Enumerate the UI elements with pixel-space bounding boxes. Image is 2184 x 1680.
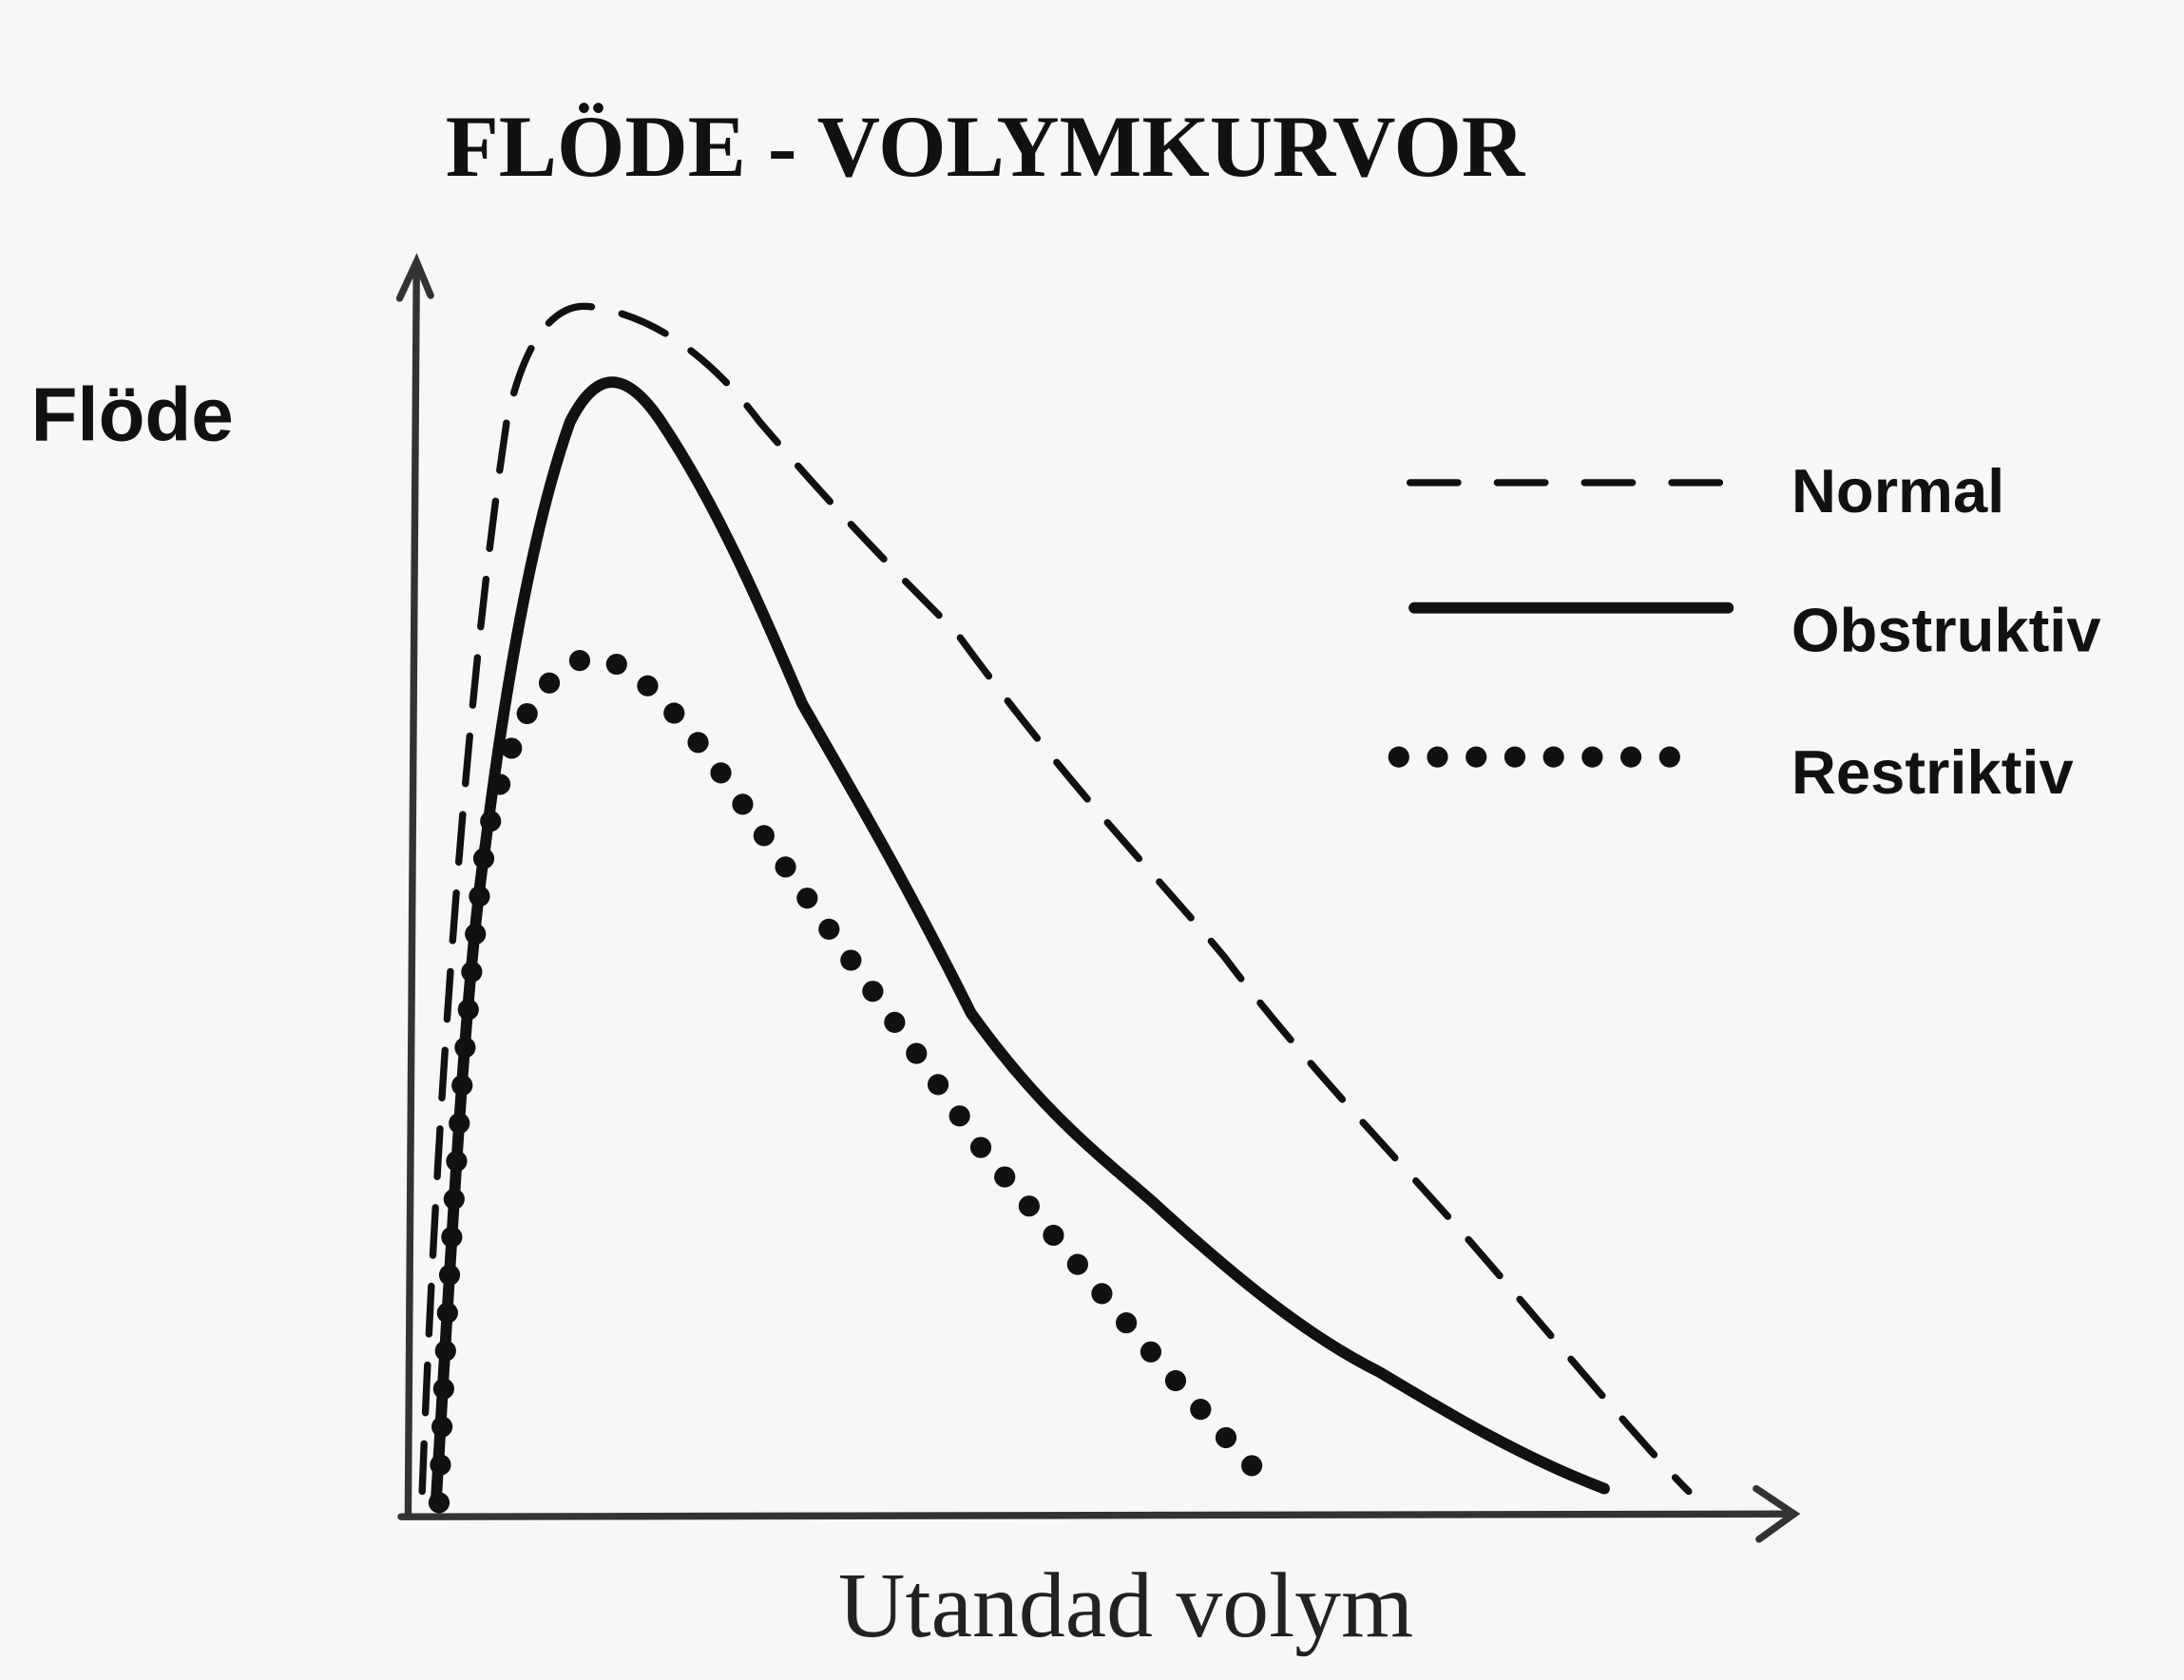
x-axis: [397, 1510, 1794, 1520]
restrictive-curve: [428, 648, 1285, 1514]
legend: Normal Obstruktiv Restriktiv: [1388, 456, 2101, 807]
y-axis-label: Flöde: [31, 372, 234, 456]
y-axis: [404, 260, 420, 1520]
legend-label: Restriktiv: [1791, 737, 2074, 807]
axes: [395, 253, 1801, 1543]
title: FLÖDE - VOLYMKURVOR: [446, 98, 1526, 195]
x-axis-label: Utandad volym: [838, 1555, 1413, 1657]
obstructive-curve: [431, 376, 1610, 1504]
y-axis-arrow: [395, 253, 434, 302]
x-axis-arrow: [1753, 1484, 1801, 1543]
normal-curve: [418, 302, 1693, 1496]
legend-label: Normal: [1791, 456, 2004, 525]
legend-label: Obstruktiv: [1791, 596, 2101, 665]
